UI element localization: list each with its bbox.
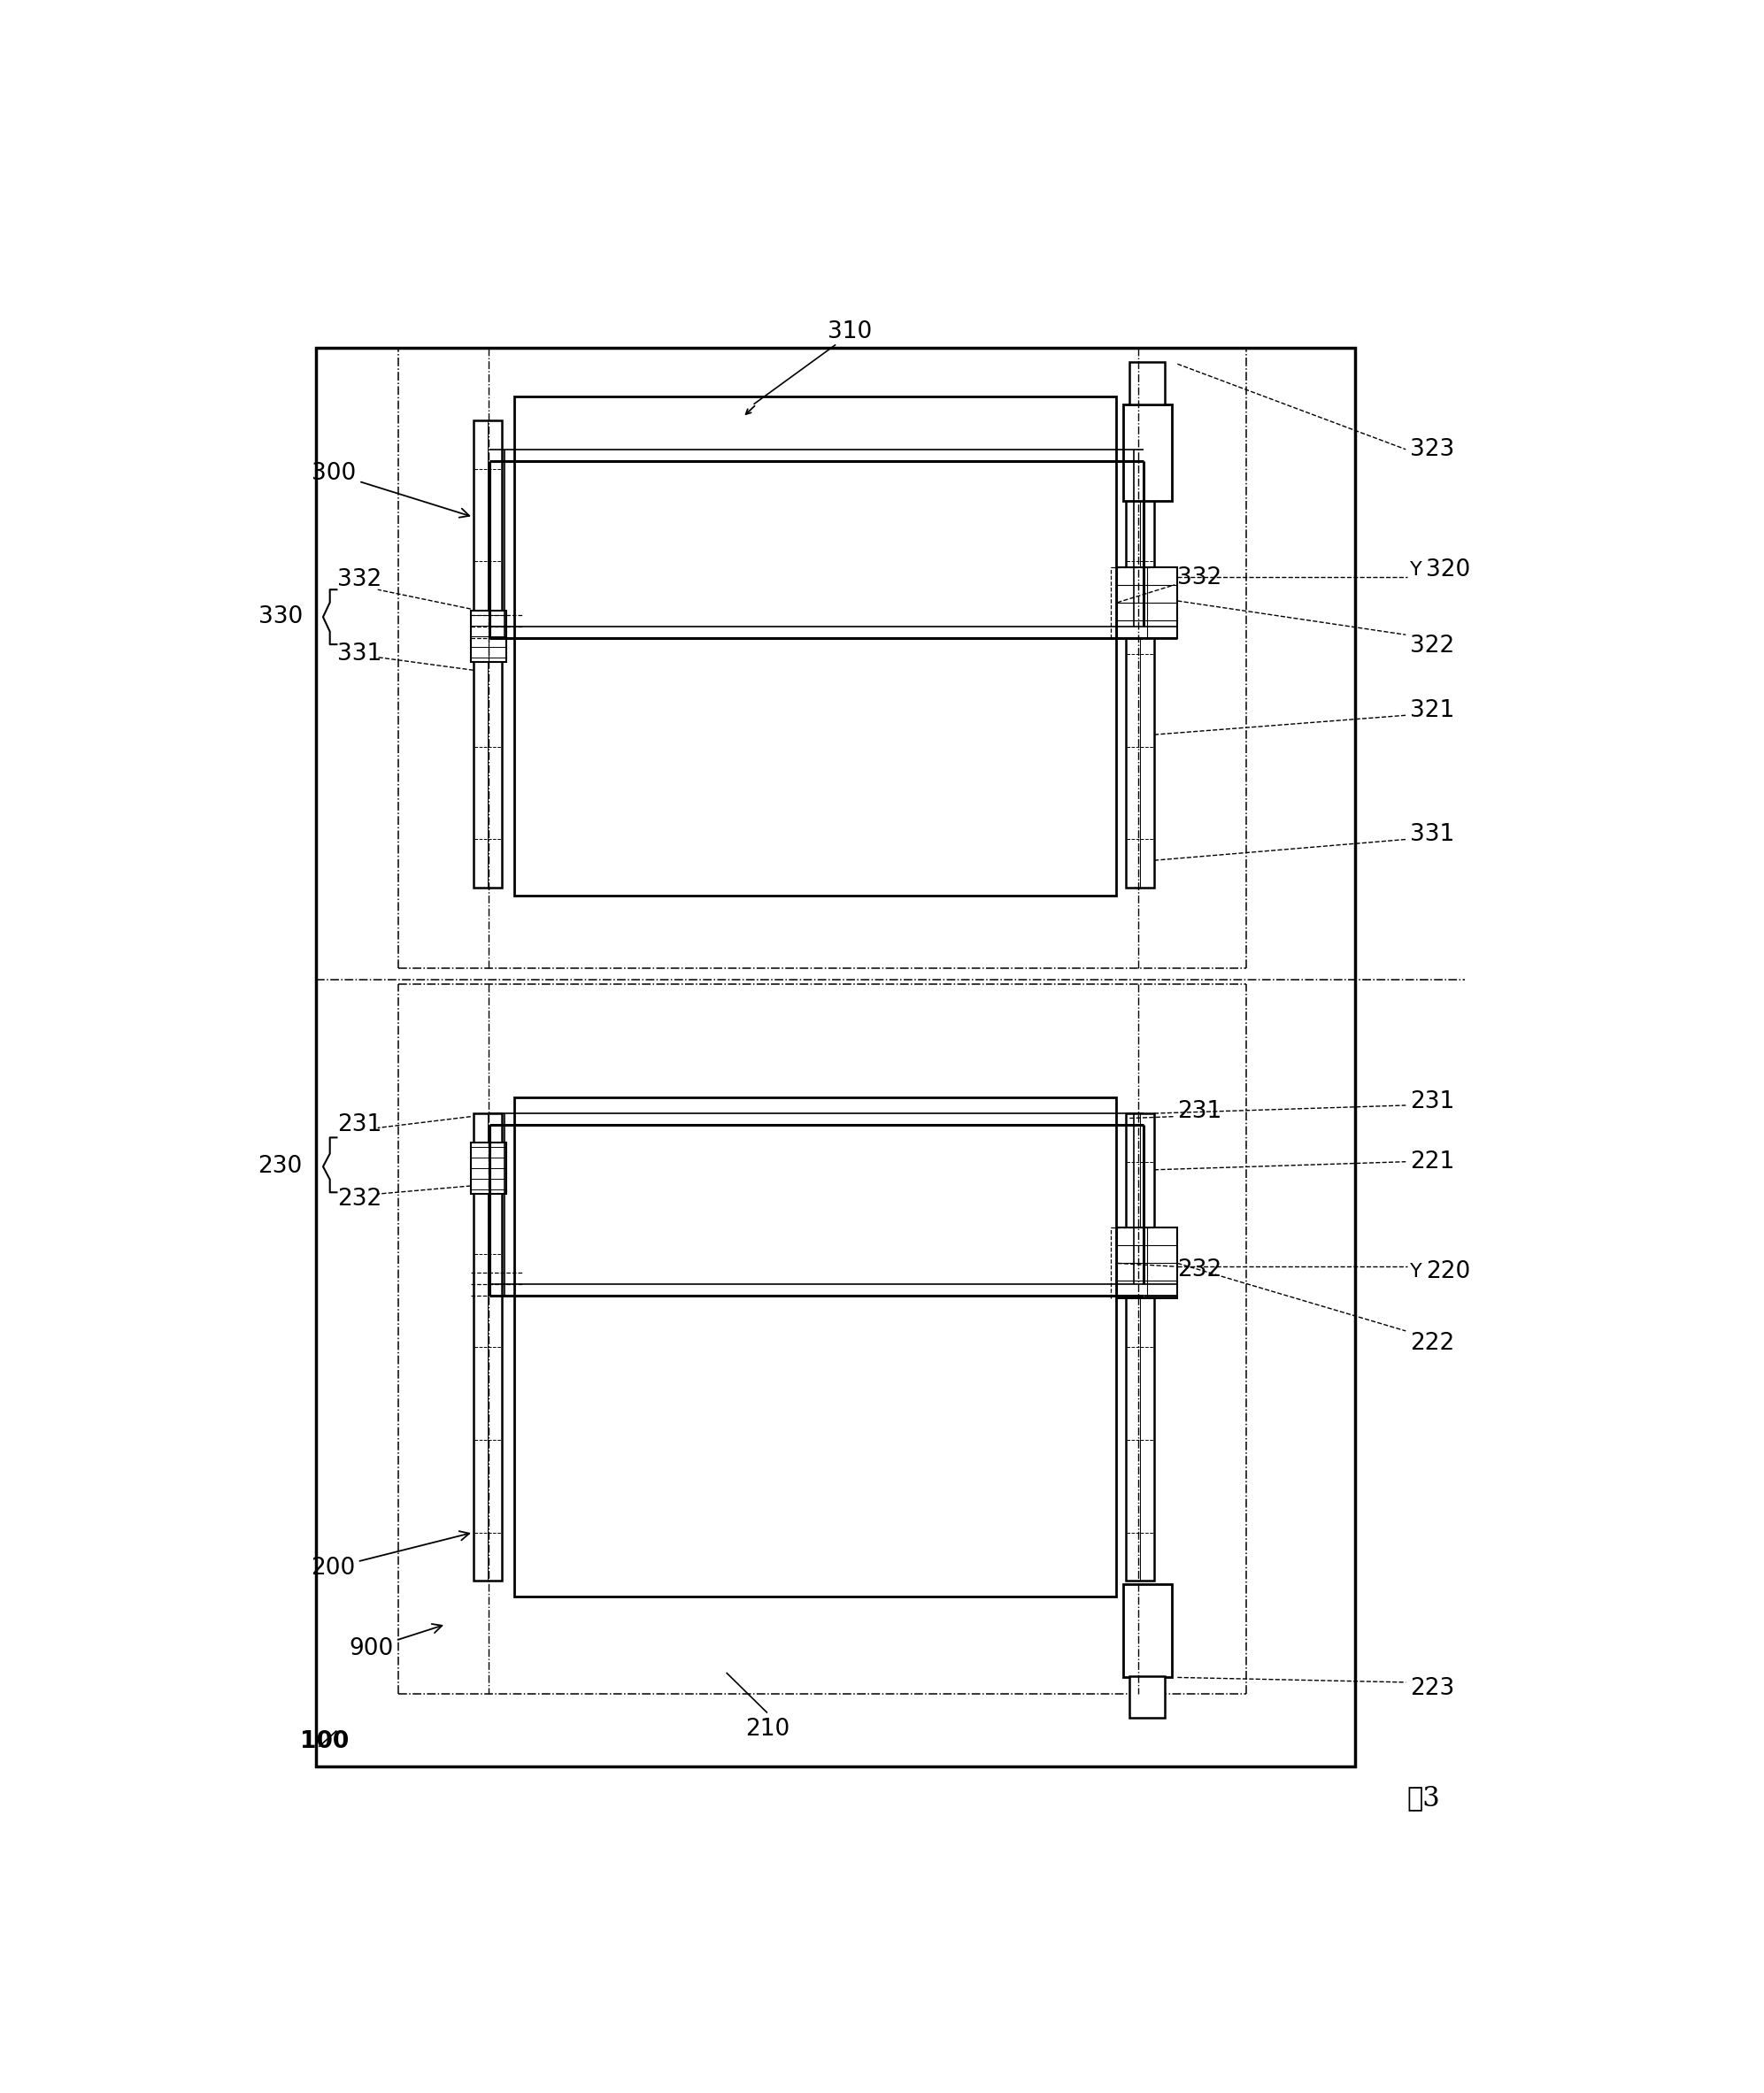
Bar (515, 396, 1117, 896)
Bar (1125, 421, 1154, 887)
Bar (471, 1143, 506, 1193)
Text: 222: 222 (1409, 1333, 1454, 1356)
Bar (1129, 362, 1166, 404)
Text: 232: 232 (1177, 1258, 1222, 1281)
Text: 231: 231 (337, 1113, 381, 1136)
Text: 300: 300 (312, 463, 469, 517)
Text: 323: 323 (1409, 437, 1454, 460)
Bar (471, 611, 506, 661)
Text: 231: 231 (1409, 1090, 1454, 1113)
Bar (1122, 1584, 1171, 1676)
Text: Y: Y (1409, 561, 1422, 580)
Bar (515, 1097, 1117, 1597)
Bar (1129, 1676, 1166, 1718)
Bar (473, 1113, 503, 1580)
Bar (473, 421, 503, 887)
Text: 330: 330 (258, 605, 302, 628)
Text: 230: 230 (258, 1155, 302, 1178)
Text: 100: 100 (300, 1731, 349, 1754)
Bar (1122, 404, 1171, 500)
Text: 223: 223 (1409, 1676, 1454, 1700)
Text: 900: 900 (349, 1624, 443, 1660)
Text: 332: 332 (1177, 567, 1222, 590)
Text: 210: 210 (744, 1718, 790, 1741)
Text: 332: 332 (337, 569, 381, 592)
Text: 221: 221 (1409, 1151, 1454, 1174)
Bar (1117, 567, 1178, 638)
Text: 321: 321 (1409, 699, 1454, 722)
Text: 231: 231 (1177, 1101, 1222, 1124)
Bar (1117, 1229, 1178, 1298)
Text: 220: 220 (1427, 1260, 1471, 1283)
Text: 331: 331 (337, 643, 381, 666)
Text: 310: 310 (827, 320, 871, 343)
Text: 232: 232 (337, 1187, 381, 1210)
Text: 331: 331 (1409, 823, 1454, 846)
Bar (316, 347, 1355, 1766)
Text: Y: Y (1409, 1262, 1422, 1281)
Text: 322: 322 (1409, 634, 1454, 657)
Text: 图3: 图3 (1408, 1785, 1439, 1813)
Text: 200: 200 (310, 1532, 469, 1580)
Text: 320: 320 (1427, 559, 1471, 582)
Bar (1125, 1113, 1154, 1580)
